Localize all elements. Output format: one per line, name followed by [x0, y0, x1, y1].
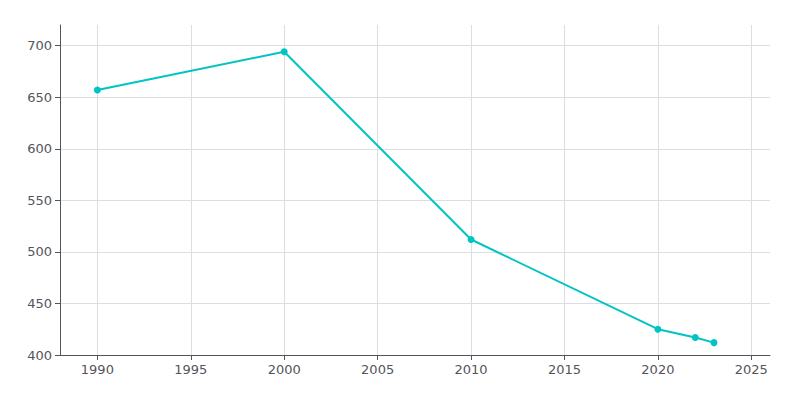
- svg-text:700: 700: [27, 38, 52, 53]
- svg-text:2015: 2015: [548, 362, 581, 377]
- svg-text:550: 550: [27, 193, 52, 208]
- svg-text:600: 600: [27, 141, 52, 156]
- svg-text:650: 650: [27, 90, 52, 105]
- svg-text:2025: 2025: [735, 362, 768, 377]
- svg-text:2000: 2000: [268, 362, 301, 377]
- svg-text:2010: 2010: [455, 362, 488, 377]
- svg-text:500: 500: [27, 244, 52, 259]
- svg-text:1995: 1995: [174, 362, 207, 377]
- svg-text:400: 400: [27, 348, 52, 363]
- svg-text:2005: 2005: [361, 362, 394, 377]
- svg-text:1990: 1990: [81, 362, 114, 377]
- svg-text:450: 450: [27, 296, 52, 311]
- svg-text:2020: 2020: [641, 362, 674, 377]
